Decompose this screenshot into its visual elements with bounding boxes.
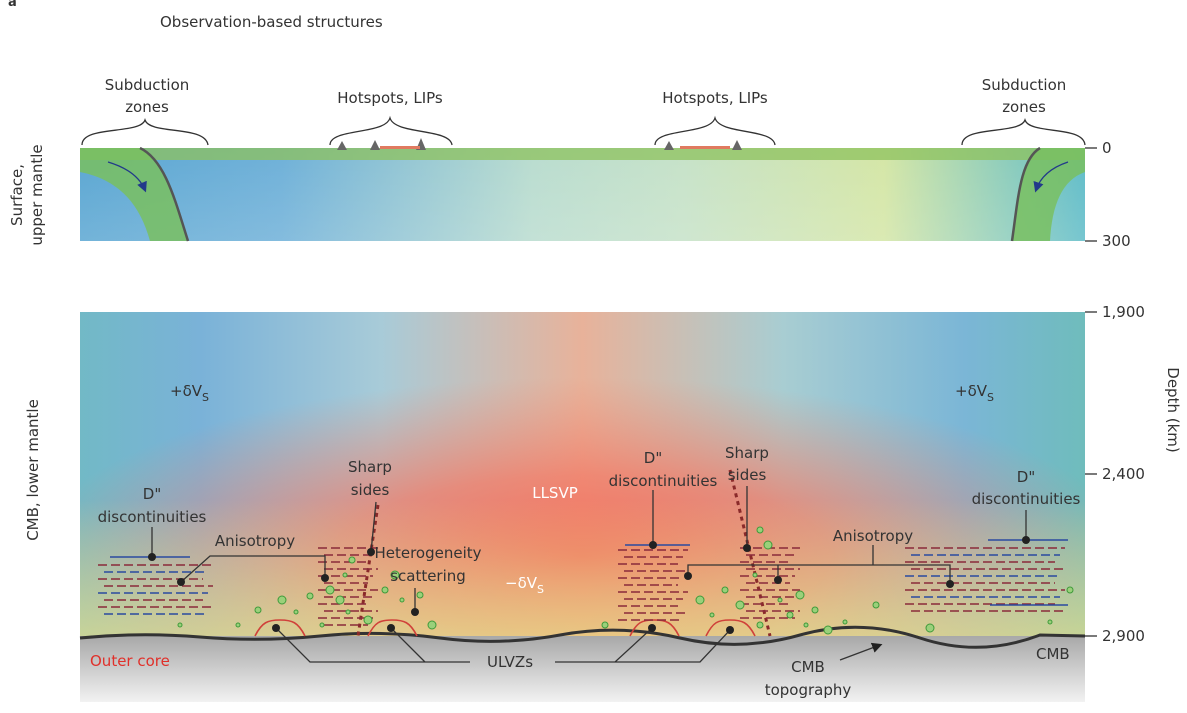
- label: Subduction: [105, 76, 190, 94]
- label: D": [1017, 468, 1035, 486]
- braces: [82, 118, 1085, 145]
- outer-core: [80, 636, 1085, 702]
- label: Subduction: [982, 76, 1067, 94]
- label: Sharp: [725, 444, 769, 462]
- decoration: [236, 623, 240, 627]
- label: zones: [125, 98, 169, 116]
- tick-label: 2,900: [1102, 627, 1145, 645]
- decoration: [382, 587, 388, 593]
- decoration: [824, 626, 832, 634]
- decoration: [364, 616, 372, 624]
- upper-mantle-shade: [80, 148, 1085, 241]
- tick-label: 0: [1102, 139, 1112, 157]
- decoration: [278, 596, 286, 604]
- decoration: [710, 613, 714, 617]
- label: scattering: [390, 567, 466, 585]
- label: Heterogeneity: [374, 544, 481, 562]
- label: sides: [351, 481, 390, 499]
- label: Hotspots, LIPs: [662, 89, 768, 107]
- label: LLSVP: [532, 484, 578, 502]
- label: discontinuities: [972, 490, 1081, 508]
- axis-title: Depth (km): [1164, 367, 1182, 452]
- side-label: CMB, lower mantle: [24, 399, 42, 541]
- figure: a Observation-based structures Subductio…: [0, 0, 1187, 713]
- decoration: [294, 610, 298, 614]
- label: D": [644, 449, 662, 467]
- title: Observation-based structures: [160, 13, 383, 31]
- panel-letter: a: [8, 0, 17, 10]
- label: Anisotropy: [833, 527, 913, 545]
- depth-ticks: [1085, 148, 1097, 636]
- label: discontinuities: [609, 472, 718, 490]
- decoration: [787, 612, 793, 618]
- decoration: [400, 598, 404, 602]
- decoration: [696, 596, 704, 604]
- decoration: [178, 623, 182, 627]
- label: Outer core: [90, 652, 170, 670]
- decoration: [320, 623, 324, 627]
- decoration: [1067, 587, 1073, 593]
- label: discontinuities: [98, 508, 207, 526]
- decoration: [926, 624, 934, 632]
- decoration: [428, 621, 436, 629]
- decoration: [336, 596, 344, 604]
- label: ULVZs: [487, 653, 533, 671]
- decoration: [764, 541, 772, 549]
- decoration: [255, 607, 261, 613]
- tick-label: 2,400: [1102, 465, 1145, 483]
- decoration: [346, 610, 350, 614]
- label: Sharp: [348, 458, 392, 476]
- decoration: [753, 573, 757, 577]
- label: topography: [765, 681, 852, 699]
- label: Hotspots, LIPs: [337, 89, 443, 107]
- decoration: [343, 573, 347, 577]
- label: CMB: [1036, 645, 1070, 663]
- decoration: [1048, 620, 1052, 624]
- label: sides: [728, 466, 767, 484]
- decoration: [757, 527, 763, 533]
- lithosphere: [80, 148, 1085, 160]
- tick-label: 1,900: [1102, 303, 1145, 321]
- side-label: upper mantle: [28, 144, 46, 245]
- label: Anisotropy: [215, 532, 295, 550]
- decoration: [602, 622, 608, 628]
- decoration: [349, 557, 355, 563]
- decoration: [757, 622, 763, 628]
- label: zones: [1002, 98, 1046, 116]
- label: D": [143, 485, 161, 503]
- decoration: [326, 586, 334, 594]
- decoration: [736, 601, 744, 609]
- decoration: [722, 587, 728, 593]
- decoration: [812, 607, 818, 613]
- decoration: [796, 591, 804, 599]
- tick-label: 300: [1102, 232, 1131, 250]
- label: CMB: [791, 658, 825, 676]
- decoration: [307, 593, 313, 599]
- side-label: Surface,: [8, 164, 26, 226]
- decoration: [804, 623, 808, 627]
- decoration: [843, 620, 847, 624]
- decoration: [778, 598, 782, 602]
- decoration: [417, 592, 423, 598]
- decoration: [873, 602, 879, 608]
- d-layer: [80, 500, 1085, 638]
